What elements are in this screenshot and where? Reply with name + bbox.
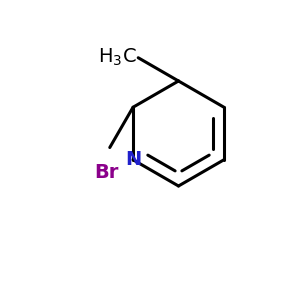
Text: $\mathregular{H_3C}$: $\mathregular{H_3C}$ bbox=[98, 47, 137, 68]
Text: N: N bbox=[125, 150, 141, 169]
Text: Br: Br bbox=[94, 163, 119, 182]
